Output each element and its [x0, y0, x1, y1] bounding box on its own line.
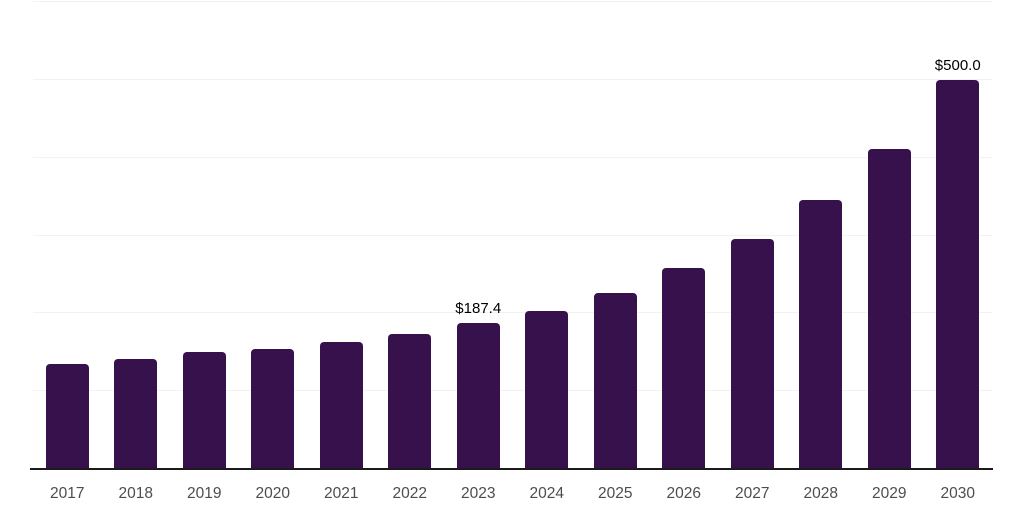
bar-slot: [239, 2, 308, 469]
bar-slot: [170, 2, 239, 469]
gridline: [33, 156, 992, 158]
x-axis-tick-label: 2028: [803, 485, 838, 502]
bar-2020: [251, 348, 295, 469]
x-axis-line: [30, 468, 993, 470]
bar-slot: [307, 2, 376, 469]
x-axis-tick-label: 2024: [529, 485, 564, 502]
bar-2023: [456, 323, 500, 469]
bar-2024: [525, 311, 569, 469]
x-axis-tick-label: 2018: [118, 485, 153, 502]
bar-value-label: $187.4: [455, 300, 502, 318]
plot-area: $187.4 $500.0: [33, 1, 992, 469]
x-axis-tick-label: 2029: [872, 485, 907, 502]
bar-2021: [319, 341, 363, 469]
x-axis-tick-label: 2030: [940, 485, 975, 502]
x-axis-tick-label: 2025: [598, 485, 633, 502]
bar-slot: [376, 2, 445, 469]
x-axis-tick-label: 2020: [255, 485, 290, 502]
bar-slot: [102, 2, 171, 469]
gridline: [33, 234, 992, 236]
x-axis-tick-label: 2027: [735, 485, 770, 502]
gridline: [33, 1, 992, 2]
bar-slot: [650, 2, 719, 469]
gridline: [33, 78, 992, 80]
x-axis-tick-label: 2022: [392, 485, 427, 502]
bar-2028: [799, 199, 843, 469]
bar-slot: [855, 2, 924, 469]
bar-2026: [662, 268, 706, 469]
bar-slot: [33, 2, 102, 469]
x-axis-tick-label: 2026: [666, 485, 701, 502]
bar-series: $187.4 $500.0: [33, 2, 992, 469]
x-axis-labels: 2017 2018 2019 2020 2021 2022 2023 2024 2025 2026…: [33, 484, 992, 504]
bar-slot: [513, 2, 582, 469]
bar-slot: $500.0: [924, 2, 993, 469]
x-axis-tick-label: 2021: [324, 485, 359, 502]
bar-2018: [114, 358, 158, 469]
x-axis-tick-label: 2023: [461, 485, 496, 502]
bar-slot: [581, 2, 650, 469]
x-axis-tick-label: 2019: [187, 485, 222, 502]
bar-2022: [388, 333, 432, 469]
bar-2027: [730, 238, 774, 469]
bar-slot: [787, 2, 856, 469]
bar-slot: [718, 2, 787, 469]
gridline: [33, 312, 992, 314]
bar-2030: [936, 79, 980, 469]
bar-2025: [593, 293, 637, 469]
bar-value-label: $500.0: [934, 56, 981, 74]
bar-2017: [45, 363, 89, 469]
gridline: [33, 390, 992, 392]
x-axis-tick-label: 2017: [50, 485, 85, 502]
bar-2019: [182, 351, 226, 469]
bar-2029: [867, 149, 911, 469]
bar-slot: $187.4: [444, 2, 513, 469]
